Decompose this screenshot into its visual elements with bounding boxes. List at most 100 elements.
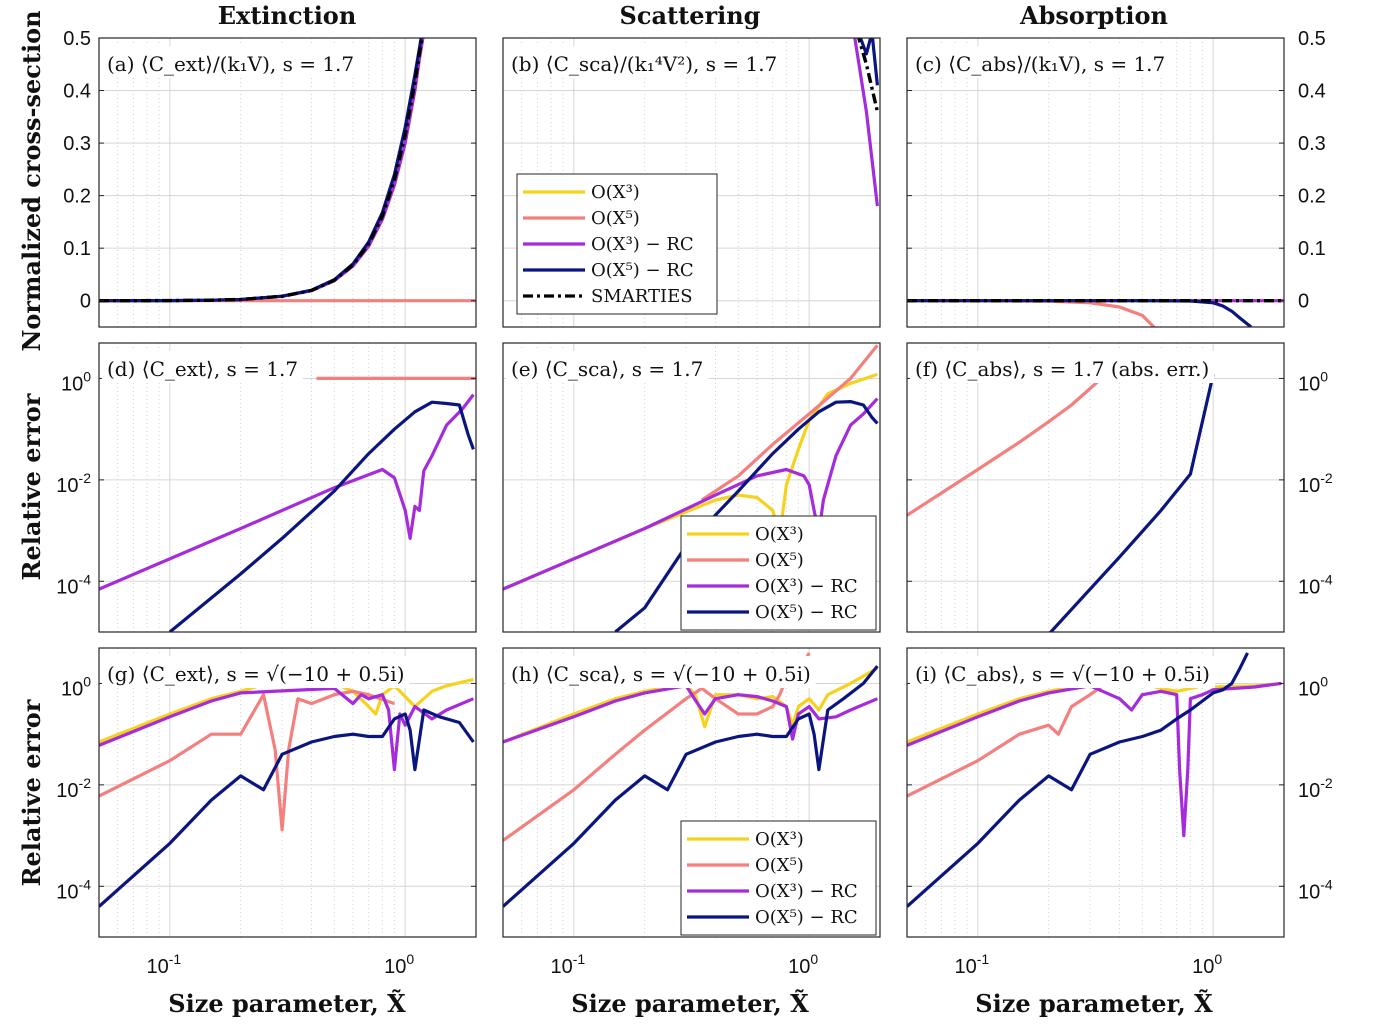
y-tick-label: 100 — [1298, 673, 1328, 700]
axes-frame — [906, 37, 1285, 328]
panel-label: (h) ⟨C_sca⟩, s = √(−10 + 0.5i) — [511, 662, 811, 686]
panel-label: (f) ⟨C_abs⟩, s = 1.7 (abs. err.) — [915, 357, 1209, 381]
y-tick-label: 10-2 — [56, 470, 91, 497]
grid — [906, 648, 1285, 937]
legend-label: O(X³) — [755, 829, 804, 850]
x-tick-label: 100 — [384, 951, 414, 978]
grid — [98, 343, 477, 632]
series-group — [99, 677, 475, 908]
y-tick-label: 10-2 — [1298, 470, 1333, 497]
series-line-o5 — [907, 682, 1107, 798]
series-line-o5rc — [907, 652, 1249, 908]
row-ylabel-relative-error-2: Relative error — [17, 699, 46, 886]
axes-frame — [98, 647, 477, 938]
series-line-o5 — [907, 373, 1107, 517]
legend-label: O(X³) − RC — [755, 881, 858, 902]
panel-label-bg — [506, 46, 783, 78]
xlabel-col3: Size parameter, X̃ — [975, 989, 1213, 1018]
row-ylabel-normalized: Normalized cross-section — [17, 10, 46, 351]
panel-label: (e) ⟨C_sca⟩, s = 1.7 — [511, 357, 703, 381]
legend-label: O(X⁵) — [755, 855, 804, 876]
panel-c: 0 0.1 0.2 0.3 0.4 0.5 (c) ⟨C_abs⟩/(k₁V), s = 1… — [906, 28, 1326, 328]
series-group — [853, 38, 880, 207]
legend-label: SMARTIES — [591, 286, 693, 307]
y-tick-label: 0.2 — [63, 186, 91, 208]
panel-label-bg — [506, 656, 816, 688]
series-line-o5 — [99, 689, 395, 832]
legend-label: O(X⁵) — [591, 208, 640, 229]
xlabel-col1: Size parameter, X̃ — [168, 989, 406, 1018]
x-tick-label: 100 — [1192, 951, 1222, 978]
y-tick-label: 10-2 — [1298, 775, 1333, 802]
series-line-o3rc — [503, 684, 879, 744]
legend-label: O(X⁵) — [755, 550, 804, 571]
panel-label: (c) ⟨C_abs⟩/(k₁V), s = 1.7 — [915, 52, 1165, 76]
axes-frame — [502, 37, 881, 328]
legend: O(X³) O(X⁵) O(X³) − RC O(X⁵) − RC SMARTIES — [516, 173, 718, 315]
plot-area — [99, 343, 476, 632]
xlabel-col2: Size parameter, X̃ — [571, 989, 809, 1018]
axes-frame — [502, 342, 881, 633]
y-tick-label: 10-4 — [56, 876, 91, 903]
y-tick-label: 10-2 — [56, 775, 91, 802]
x-tick-label: 10-1 — [146, 951, 181, 978]
series-line-o5rc — [99, 708, 475, 908]
y-tick-label: 100 — [61, 368, 91, 395]
y-tick-label: 10-4 — [1298, 876, 1333, 903]
x-tick-label: 10-1 — [550, 951, 585, 978]
legend-label: O(X⁵) − RC — [591, 260, 694, 281]
y-tick-label: 0.5 — [63, 28, 91, 50]
y-tick-label: 0.2 — [1298, 186, 1326, 208]
series-line-o5 — [701, 344, 879, 502]
panel-label-bg — [102, 351, 304, 383]
panels: 0 0.1 0.2 0.3 0.4 0.5 (a) ⟨C_ext⟩/(k₁V), s = 1… — [56, 28, 1333, 978]
series-group — [99, 376, 476, 632]
series-line-o3rc — [503, 397, 879, 591]
axes-frame — [906, 647, 1285, 938]
plot-area — [907, 648, 1284, 937]
series-line-o3rc — [853, 38, 879, 207]
series-group — [99, 38, 476, 303]
panel-label: (b) ⟨C_sca⟩/(k₁⁴V²), s = 1.7 — [511, 52, 777, 76]
panel-h: 10-1 100 (h) ⟨C_sca⟩, s = √(−10 + 0.5i) O(X… — [502, 647, 881, 978]
panel-f: 10-4 10-2 100 (f) ⟨C_abs⟩, s = 1.7 (abs. er… — [906, 342, 1333, 633]
legend-label: O(X³) − RC — [591, 234, 694, 255]
row-ylabel-relative-error-1: Relative error — [17, 393, 46, 580]
series-group — [907, 299, 1284, 327]
series-line-o5rc — [503, 665, 879, 908]
panel-label-bg — [910, 656, 1215, 688]
panel-label-bg — [910, 351, 1215, 383]
y-tick-label: 10-4 — [1298, 571, 1333, 598]
panel-e: (e) ⟨C_sca⟩, s = 1.7 O(X³) O(X⁵) O(X³) − RC… — [502, 342, 881, 633]
y-tick-label: 0.1 — [1298, 238, 1326, 260]
legend-label: O(X⁵) − RC — [755, 602, 858, 623]
series-line-o5rc — [858, 38, 879, 86]
panel-i: 10-4 10-2 100 10-1 100 (i) ⟨C_abs⟩, s = √(−10… — [906, 647, 1333, 978]
panel-label-bg — [102, 46, 360, 78]
legend-label: O(X³) — [591, 182, 640, 203]
series-line-o3rc — [907, 681, 1282, 838]
y-tick-label: 0.3 — [63, 133, 91, 155]
series-group — [907, 373, 1215, 632]
panel-label-bg — [102, 656, 410, 688]
legend-label: O(X³) − RC — [755, 576, 858, 597]
axes-frame — [502, 647, 881, 938]
column-title-extinction: Extinction — [218, 1, 357, 30]
panel-g: 10-4 10-2 100 10-1 100 (g) ⟨C_ext⟩, s = √(−10… — [56, 647, 477, 978]
x-tick-label: 100 — [788, 951, 818, 978]
panel-a: 0 0.1 0.2 0.3 0.4 0.5 (a) ⟨C_ext⟩/(k₁V), s = 1… — [63, 28, 477, 328]
x-tick-label: 10-1 — [954, 951, 989, 978]
column-title-scattering: Scattering — [620, 1, 761, 30]
y-tick-label: 100 — [61, 673, 91, 700]
series-line-o5rc — [168, 400, 475, 632]
panel-d: 10-4 10-2 100 (d) ⟨C_ext⟩, s = 1.7 — [56, 342, 477, 633]
plot-area — [907, 38, 1284, 327]
y-tick-label: 10-4 — [56, 571, 91, 598]
series-line-o3rc — [99, 686, 475, 772]
y-tick-label: 0.4 — [1298, 81, 1326, 103]
column-title-absorption: Absorption — [1019, 1, 1168, 30]
y-tick-label: 0 — [1298, 291, 1309, 313]
y-tick-label: 0.1 — [63, 238, 91, 260]
y-tick-label: 0 — [80, 291, 91, 313]
